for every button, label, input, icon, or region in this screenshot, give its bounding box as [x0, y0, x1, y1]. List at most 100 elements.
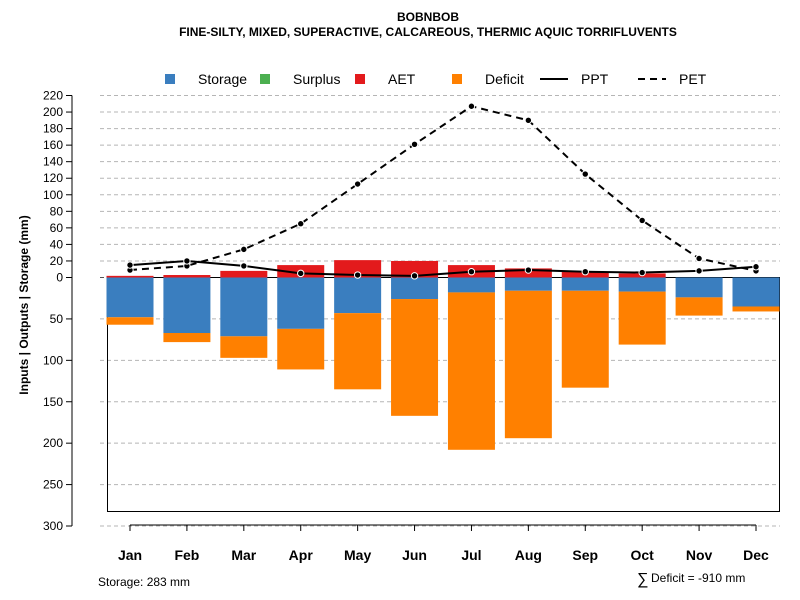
x-tick-label: Jun — [402, 547, 427, 563]
x-tick-label: May — [344, 547, 371, 563]
legend-swatch — [260, 74, 270, 84]
y-tick-label: 0 — [56, 271, 63, 285]
legend-label: Surplus — [293, 71, 340, 87]
pet-line — [129, 105, 757, 272]
storage-bar — [561, 277, 609, 291]
aet-bar — [391, 260, 439, 278]
y-tick-label: 140 — [43, 155, 63, 169]
legend-swatch — [355, 74, 365, 84]
aet-bar — [106, 275, 154, 278]
x-tick-label: Dec — [743, 547, 769, 563]
y-tick-label: 200 — [43, 436, 63, 450]
y-tick-label: 40 — [50, 237, 64, 251]
deficit-bar — [504, 290, 552, 439]
legend-label: PPT — [581, 71, 609, 87]
y-tick-label: 20 — [50, 254, 64, 268]
pet-point — [240, 245, 248, 254]
deficit-bar — [618, 291, 666, 345]
plot-frame — [107, 277, 780, 512]
deficit-bar — [391, 299, 439, 416]
deficit-bar — [220, 336, 268, 358]
pet-point — [695, 254, 703, 263]
y-tick-label: 200 — [43, 105, 63, 119]
x-tick-label: Nov — [686, 547, 713, 563]
chart-legend: Storage Surplus AET Deficit PPT PET — [165, 71, 707, 87]
legend-label: AET — [388, 71, 416, 87]
pet-point — [297, 220, 305, 228]
pet-point — [353, 180, 362, 188]
legend-label: PET — [679, 71, 707, 87]
y-tick-label: 80 — [50, 204, 64, 218]
legend-label: Storage — [198, 71, 247, 87]
lines-group — [126, 102, 760, 280]
deficit-bar — [447, 292, 495, 450]
x-tick-label: Mar — [231, 547, 256, 563]
y-tick-label: 120 — [43, 171, 63, 185]
ppt-point — [752, 263, 760, 271]
storage-total: Storage: 283 mm — [98, 575, 190, 589]
ppt-point — [183, 257, 191, 265]
ppt-point — [240, 262, 248, 270]
legend-swatch — [165, 74, 175, 84]
legend-swatch — [452, 74, 462, 84]
storage-bar — [618, 277, 666, 292]
storage-bar — [277, 277, 325, 329]
x-tick-label: Sep — [572, 547, 598, 563]
storage-bar — [447, 277, 495, 293]
ppt-point — [467, 268, 476, 276]
aet-bar — [163, 275, 211, 278]
y-tick-label: 100 — [43, 353, 63, 367]
bars-group — [106, 260, 780, 450]
ppt-point — [524, 266, 533, 274]
storage-bar — [334, 277, 382, 314]
y-tick-label: 50 — [50, 312, 64, 326]
legend-label: Deficit — [485, 71, 524, 87]
deficit-sum-symbol: ∑ — [637, 571, 648, 588]
deficit-bar — [163, 332, 211, 343]
deficit-bar — [106, 317, 154, 325]
pet-point — [524, 116, 533, 125]
y-tick-label: 160 — [43, 138, 63, 152]
y-tick-label: 150 — [43, 395, 63, 409]
aet-bar — [334, 260, 382, 278]
pet-point — [467, 102, 476, 110]
storage-bar — [106, 277, 154, 318]
storage-bar — [504, 277, 552, 291]
ppt-line — [129, 259, 757, 277]
storage-bar — [220, 277, 268, 337]
y-tick-label: 300 — [43, 519, 63, 533]
storage-bar — [391, 277, 439, 300]
pet-point — [581, 170, 589, 178]
deficit-total: Deficit = -910 mm — [651, 571, 745, 585]
deficit-bar — [732, 306, 780, 312]
deficit-bar — [675, 297, 723, 316]
storage-bar — [675, 277, 723, 298]
axes-group: 0 20 40 60 80 100 120 140 160 180 200 220 50 100 150 20… — [43, 89, 769, 564]
x-tick-label: Feb — [174, 547, 199, 563]
aet-bar — [220, 270, 268, 278]
x-tick-label: Jan — [118, 547, 142, 563]
y-axis-label: Inputs | Outputs | Storage (mm) — [17, 215, 31, 394]
storage-bar — [163, 277, 211, 333]
deficit-bar — [334, 313, 382, 390]
storage-bar — [732, 277, 780, 307]
y-tick-label: 220 — [43, 89, 63, 103]
pet-point — [638, 216, 646, 225]
ppt-point — [638, 268, 646, 277]
ppt-point — [353, 271, 362, 279]
chart-subtitle: FINE-SILTY, MIXED, SUPERACTIVE, CALCAREO… — [179, 25, 677, 39]
x-tick-label: Jul — [461, 547, 481, 563]
x-tick-label: Oct — [631, 547, 655, 563]
y-tick-label: 60 — [50, 221, 64, 235]
ppt-point — [695, 267, 703, 275]
pet-point — [410, 140, 419, 149]
chart-title: BOBNBOB — [397, 10, 459, 24]
x-tick-label: Aug — [515, 547, 542, 563]
ppt-point — [410, 272, 419, 280]
ppt-point — [126, 261, 134, 269]
deficit-bar — [561, 290, 609, 388]
y-tick-label: 180 — [43, 122, 63, 136]
ppt-point — [581, 268, 589, 276]
y-tick-label: 100 — [43, 188, 63, 202]
